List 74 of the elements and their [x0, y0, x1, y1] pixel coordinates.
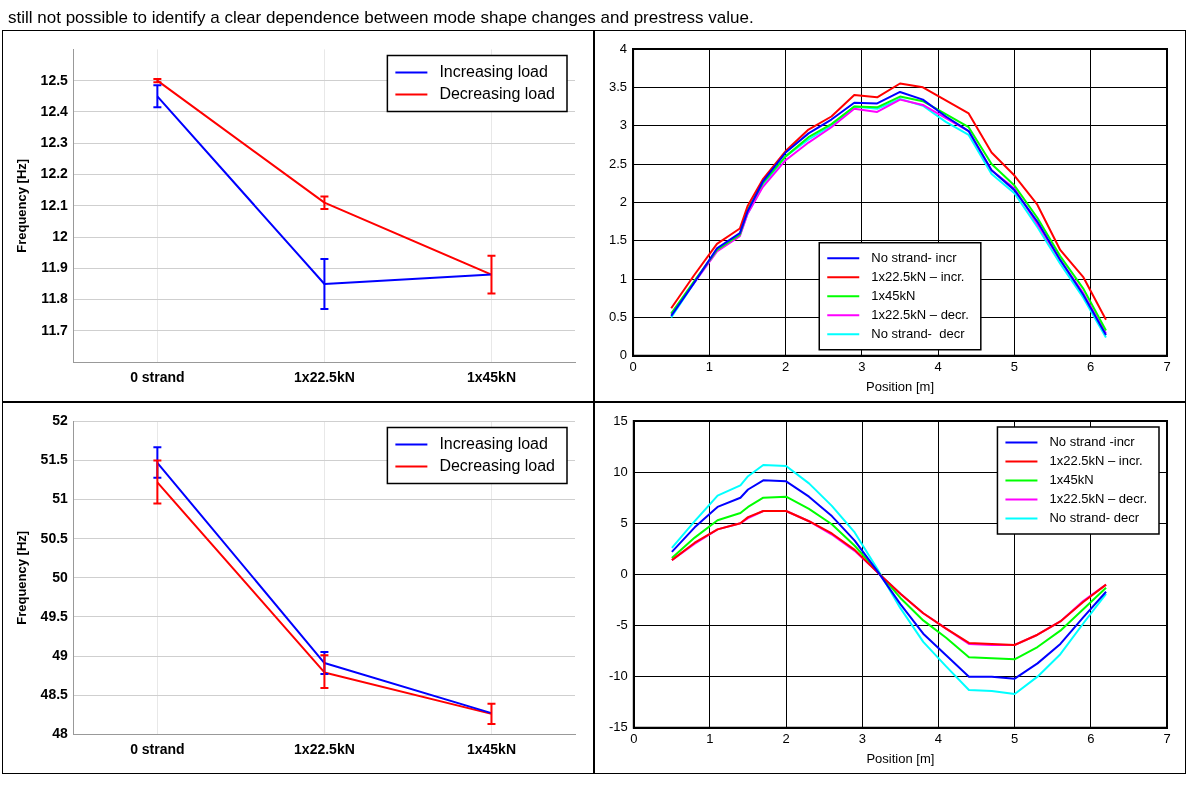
y-tick-label: 1.5 — [608, 232, 628, 248]
y-tick-label: -15 — [608, 719, 628, 735]
x-tick-label: 0 strand — [130, 741, 185, 758]
y-tick-label: 51.5 — [40, 451, 69, 468]
x-tick-label: 1x45kN — [466, 369, 516, 386]
text: still not possible to identify a clear dependence between mode shape changes and prestress value. — [8, 8, 755, 28]
legend-label: 1x45kN — [1049, 472, 1094, 488]
y-tick-label: 50.5 — [40, 529, 69, 546]
y-tick-label: 3 — [619, 117, 628, 133]
x-tick-label: 4 — [934, 359, 942, 375]
legend-label: Decreasing load — [439, 456, 555, 474]
y-tick-label: 49.5 — [40, 607, 69, 624]
x-tick-label: 2 — [782, 359, 790, 375]
y-tick-label: 52 — [52, 412, 69, 429]
x-tick-label: 0 — [630, 731, 638, 747]
x-tick-label: 0 strand — [130, 369, 185, 386]
y-tick-label: -5 — [616, 617, 628, 633]
y-tick-label: 49 — [52, 646, 69, 663]
y-tick-label: 3.5 — [608, 78, 628, 94]
x-tick-label: 1x22.5kN — [294, 741, 355, 758]
x-tick-label: 1 — [706, 731, 714, 747]
y-tick-label: 48.5 — [40, 685, 69, 702]
y-tick-label: 0.5 — [608, 309, 628, 325]
y-axis-title: Frequency [Hz] — [14, 158, 30, 253]
y-tick-label: 4 — [619, 40, 628, 56]
x-axis-title: Position [m] — [866, 378, 934, 394]
x-tick-label: 1x22.5kN — [294, 369, 355, 386]
y-tick-label: 11.9 — [41, 259, 69, 276]
y-tick-label: 0 — [620, 565, 628, 581]
legend-label: No strand- decr — [1049, 510, 1140, 526]
x-tick-label: 6 — [1087, 731, 1095, 747]
legend-label: Increasing load — [439, 434, 548, 452]
legend-label: Decreasing load — [439, 84, 555, 102]
y-tick-label: 1 — [619, 270, 628, 286]
y-tick-label: 5 — [620, 514, 628, 530]
x-tick-label: 5 — [1010, 359, 1019, 375]
x-tick-label: 1x45kN — [466, 741, 516, 758]
x-tick-label: 1 — [705, 359, 713, 375]
y-tick-label: 12.1 — [40, 196, 69, 213]
y-tick-label: 10 — [613, 463, 628, 479]
x-tick-label: 6 — [1087, 359, 1095, 375]
y-tick-label: 12 — [52, 227, 69, 244]
y-tick-label: 12.5 — [40, 71, 69, 88]
y-tick-label: 15 — [613, 412, 628, 428]
y-tick-label: 2 — [619, 193, 628, 209]
y-tick-label: 48 — [52, 725, 69, 742]
x-tick-label: 7 — [1163, 359, 1171, 375]
y-tick-label: 12.3 — [40, 134, 69, 151]
legend-label: 1x22.5kN – decr. — [871, 306, 969, 322]
legend-label: No strand- incr — [871, 249, 958, 265]
y-tick-label: 11.8 — [41, 290, 69, 307]
legend-label: 1x45kN — [871, 287, 916, 303]
y-tick-label: 11.7 — [41, 321, 69, 338]
y-tick-label: 12.2 — [40, 165, 69, 182]
x-tick-label: 7 — [1163, 731, 1171, 747]
legend-label: No strand- decr — [871, 325, 966, 341]
x-tick-label: 3 — [858, 731, 866, 747]
y-tick-label: 0 — [619, 347, 628, 363]
legend-label: Increasing load — [439, 62, 548, 80]
x-tick-label: 5 — [1011, 731, 1019, 747]
x-tick-label: 2 — [782, 731, 790, 747]
y-axis-title: Frequency [Hz] — [14, 530, 30, 625]
legend-label: 1x22.5kN – incr. — [871, 268, 965, 284]
x-tick-label: 3 — [858, 359, 866, 375]
y-tick-label: -10 — [608, 668, 628, 684]
y-tick-label: 50 — [52, 568, 69, 585]
y-tick-label: 12.4 — [40, 102, 69, 119]
legend-label: No strand -incr — [1049, 434, 1136, 450]
y-tick-label: 2.5 — [608, 155, 628, 171]
legend-label: 1x22.5kN – incr. — [1049, 453, 1143, 469]
y-tick-label: 51 — [52, 490, 69, 507]
legend-label: 1x22.5kN – decr. — [1049, 491, 1148, 507]
x-axis-title: Position [m] — [866, 750, 935, 766]
x-tick-label: 4 — [934, 731, 943, 747]
